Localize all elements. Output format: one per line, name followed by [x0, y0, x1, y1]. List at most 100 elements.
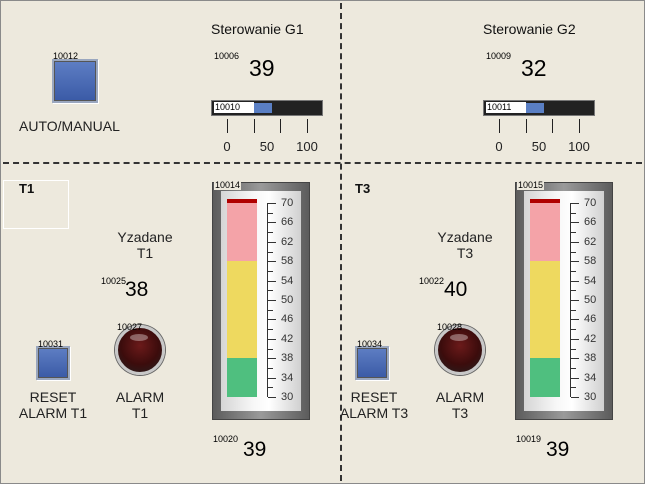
gauge-tick-label: 54: [584, 274, 597, 287]
gauge-tick: [571, 251, 576, 253]
gauge-tick: [571, 300, 579, 301]
gauge-zone-low: [530, 358, 560, 397]
gauge-tick: [571, 280, 579, 282]
t3-setpoint-label-line2: T3: [456, 245, 474, 261]
gauge-tick: [571, 387, 576, 389]
g2-value: 32: [521, 55, 547, 81]
gauge-tick: [268, 212, 273, 214]
t3-alarm-label-line2: T3: [451, 405, 469, 421]
gauge-tick: [268, 367, 273, 369]
gauge-tick: [571, 212, 576, 214]
gauge-axis: [570, 203, 571, 397]
gauge-tick: [268, 270, 273, 272]
t1-reset-alarm-button[interactable]: [36, 346, 70, 380]
t3-temp-tag: 10019: [516, 434, 542, 444]
t3-title: T3: [355, 181, 371, 196]
gauge-tick-label: 42: [584, 332, 597, 345]
t1-setpoint-label: Yzadane T1: [107, 229, 183, 261]
gauge-tick-label: 66: [281, 216, 294, 229]
g1-value-tag: 10006: [214, 51, 240, 61]
gauge-tick: [571, 348, 576, 350]
gauge-tick: [268, 300, 276, 301]
t3-temperature-gauge: 70 66 62 58 54 50 46 42 38 34 30: [515, 182, 613, 420]
gauge-axis: [267, 203, 268, 397]
t3-reset-tag: 10034: [357, 339, 383, 349]
t1-setpoint-label-line2: T1: [136, 245, 154, 261]
t1-reset-tag: 10031: [38, 339, 64, 349]
gauge-tick: [268, 358, 276, 360]
scale-tick: [526, 119, 527, 133]
scale-label-50: 50: [259, 139, 275, 154]
g1-slider[interactable]: 10010: [211, 100, 323, 116]
auto-manual-tag: 10012: [53, 51, 79, 61]
gauge-tick: [571, 222, 579, 224]
gauge-tick-label: 50: [584, 294, 597, 306]
gauge-tick-label: 38: [584, 352, 597, 365]
gauge-tick: [571, 358, 579, 360]
gauge-tick: [571, 290, 576, 292]
t1-reset-label-line2: ALARM T1: [18, 405, 88, 421]
gauge-tick: [268, 319, 276, 321]
t1-alarm-tag: 10027: [117, 322, 143, 332]
scale-tick: [254, 119, 255, 133]
t1-alarm-label-line2: T1: [131, 405, 149, 421]
scale-tick: [227, 119, 228, 133]
gauge-tick: [571, 397, 579, 398]
auto-manual-label: AUTO/MANUAL: [19, 118, 120, 134]
scale-label-0: 0: [495, 139, 503, 154]
t3-reset-label-line1: RESET: [350, 389, 398, 405]
t1-temp-tag: 10020: [213, 434, 239, 444]
t3-setpoint-label-line1: Yzadane: [437, 229, 493, 245]
gauge-tick: [571, 232, 576, 234]
gauge-tick: [268, 280, 276, 282]
auto-manual-button[interactable]: [52, 59, 98, 103]
g1-slider-scale: 0 50 100: [223, 119, 318, 154]
gauge-tick-label: 34: [281, 371, 294, 384]
g1-title: Sterowanie G1: [211, 21, 304, 37]
t1-gauge-tag: 10014: [214, 180, 242, 190]
gauge-tick: [571, 309, 576, 311]
gauge-tick-label: 38: [281, 352, 294, 365]
t3-alarm-lamp-icon: [435, 325, 485, 375]
gauge-tick: [268, 338, 276, 340]
divider-horizontal: [3, 162, 642, 164]
scale-tick: [307, 119, 308, 133]
t1-setpoint-value[interactable]: 38: [125, 278, 149, 301]
gauge-tick: [571, 329, 576, 331]
gauge-tick: [571, 241, 579, 243]
gauge-zone-mid: [530, 261, 560, 359]
gauge-limit-marker: [530, 199, 560, 203]
gauge-tick: [268, 290, 273, 292]
t1-temperature-gauge: 70 66 62 58 54 50 46 42 38 34 30: [212, 182, 310, 420]
gauge-tick: [268, 348, 273, 350]
t3-alarm-tag: 10028: [437, 322, 463, 332]
gauge-zone-mid: [227, 261, 257, 359]
gauge-tick-label: 70: [584, 197, 597, 209]
gauge-tick-label: 30: [281, 391, 294, 403]
gauge-tick: [268, 261, 276, 263]
gauge-zone-low: [227, 358, 257, 397]
g2-title: Sterowanie G2: [483, 21, 576, 37]
t1-title: T1: [19, 181, 35, 196]
gauge-tick: [571, 261, 579, 263]
g2-slider-tag: 10011: [486, 102, 526, 113]
t1-selection-box: [3, 180, 69, 229]
g1-slider-tag: 10010: [214, 102, 254, 113]
gauge-zone-high: [530, 203, 560, 262]
g2-slider[interactable]: 10011: [483, 100, 595, 116]
t3-alarm-label: ALARM T3: [425, 389, 495, 421]
t1-alarm-label: ALARM T1: [105, 389, 175, 421]
gauge-tick: [268, 241, 276, 243]
gauge-tick: [571, 270, 576, 272]
t3-reset-alarm-button[interactable]: [355, 346, 389, 380]
gauge-tick: [571, 203, 579, 204]
gauge-tick: [571, 377, 579, 379]
scale-tick: [499, 119, 500, 133]
gauge-tick: [571, 319, 579, 321]
scale-label-100: 100: [568, 139, 590, 154]
gauge-tick-label: 30: [584, 391, 597, 403]
t3-alarm-label-line1: ALARM: [435, 389, 485, 405]
g1-value: 39: [249, 55, 275, 81]
t3-setpoint-value[interactable]: 40: [444, 278, 468, 301]
